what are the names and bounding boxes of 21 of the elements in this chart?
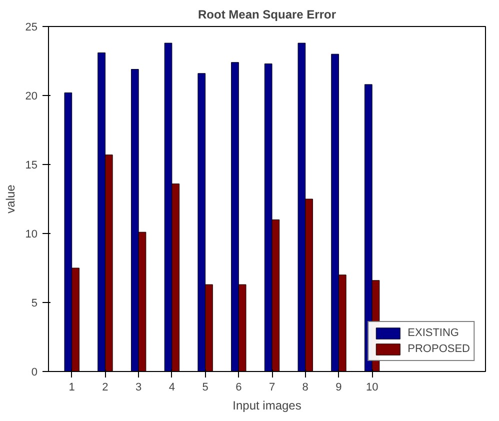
y-axis-title: value [3,184,18,214]
y-tick-label: 10 [25,228,38,240]
x-tick-label: 9 [336,382,342,394]
x-tick-label: 7 [268,382,276,394]
legend-label: PROPOSED [408,343,470,355]
x-tick-label: 10 [366,382,378,394]
y-tick-label: 15 [25,160,38,172]
x-tick-label: 4 [168,382,175,394]
x-tick-label: 3 [136,382,142,394]
x-tick-label: 2 [102,382,108,394]
y-tick-label: 5 [31,298,38,310]
x-tick-label: 5 [202,382,208,394]
y-tick-label: 20 [25,90,38,102]
y-tick-label: 0 [31,366,38,378]
chart-title: Root Mean Square Error [198,8,336,22]
x-tick-label: 8 [302,382,308,394]
x-tick-label: 1 [68,382,75,394]
x-tick-label: 6 [236,382,242,394]
legend-label: EXISTING [408,327,459,339]
y-tick-label: 25 [25,22,38,34]
x-axis-title: Input images [232,398,302,412]
